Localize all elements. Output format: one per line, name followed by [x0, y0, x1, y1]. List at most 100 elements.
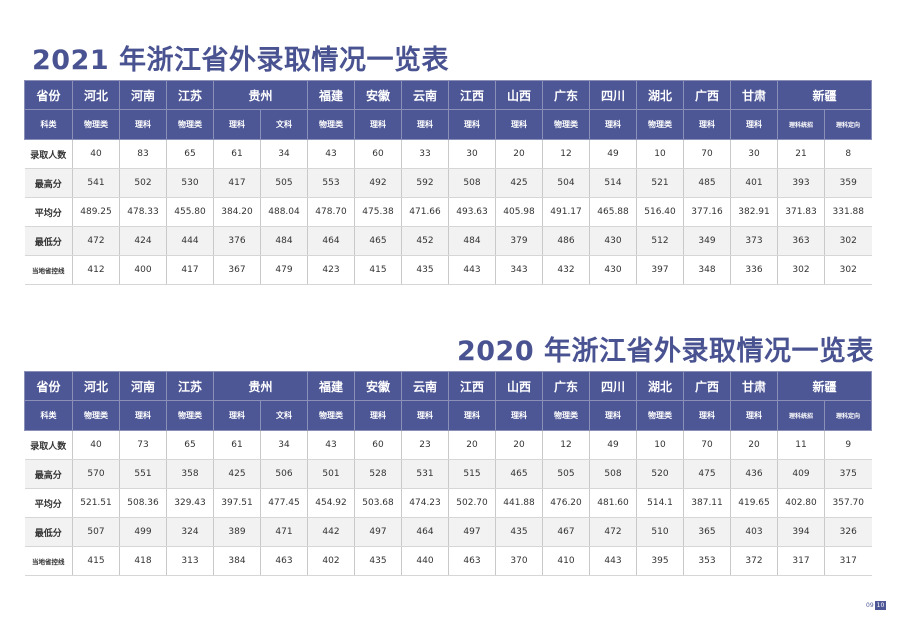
table-cell: 382.91 — [730, 197, 779, 227]
table-cell: 393 — [777, 168, 826, 198]
category-header: 理科定向 — [824, 400, 873, 431]
table-row: 最高分 570 551 358 425 506 501 528 531 515 465 505 508 5… — [24, 459, 872, 489]
table-cell: 444 — [166, 226, 214, 256]
category-header: 理科 — [119, 400, 167, 431]
table-cell: 508 — [448, 168, 497, 198]
table-cell: 464 — [307, 226, 356, 256]
province-header: 安徽 — [354, 80, 403, 110]
table-cell: 501 — [307, 459, 356, 489]
province-header-row: 省份 河北 河南 江苏 贵州 福建 安徽 云南 江西 山西 广东 四川 湖北 广… — [24, 371, 873, 401]
table-cell: 507 — [72, 517, 120, 547]
province-header: 贵州 — [212, 371, 309, 401]
table-cell: 373 — [730, 226, 779, 256]
category-header: 理科 — [401, 109, 450, 140]
category-header: 理科 — [448, 109, 497, 140]
table-cell: 365 — [683, 517, 732, 547]
table-cell: 302 — [824, 255, 872, 285]
table-row: 录取人数 40 73 65 61 34 43 60 23 20 20 12 49 10 70 20 11 9 — [24, 430, 872, 460]
table-cell: 478.33 — [119, 197, 167, 227]
table-cell: 353 — [683, 546, 732, 576]
category-header: 理科 — [683, 400, 732, 431]
category-header: 理科 — [589, 400, 638, 431]
table-cell: 10 — [636, 430, 685, 460]
table-cell: 331.88 — [824, 197, 872, 227]
table-cell: 508 — [589, 459, 638, 489]
table-cell: 514 — [589, 168, 638, 198]
table-cell: 73 — [119, 430, 167, 460]
table-cell: 83 — [119, 139, 167, 169]
table-cell: 592 — [401, 168, 450, 198]
table-cell: 474.23 — [401, 488, 450, 518]
table-cell: 49 — [589, 139, 638, 169]
table-cell: 484 — [260, 226, 309, 256]
province-header: 广西 — [683, 371, 732, 401]
table-cell: 553 — [307, 168, 356, 198]
province-header: 江西 — [448, 371, 497, 401]
table-cell: 34 — [260, 139, 309, 169]
table-cell: 521.51 — [72, 488, 120, 518]
table-cell: 505 — [542, 459, 591, 489]
table-cell: 60 — [354, 139, 403, 169]
admission-table-2021: 省份 河北 河南 江苏 贵州 福建 安徽 云南 江西 山西 广东 四川 湖北 广… — [24, 80, 873, 285]
table-cell: 313 — [166, 546, 214, 576]
table-row: 当地省控线 412 400 417 367 479 423 415 435 443 343 432 43… — [24, 255, 872, 285]
table-title-2021: 2021 年浙江省外录取情况一览表 — [32, 45, 450, 76]
table-cell: 435 — [354, 546, 403, 576]
admission-table-2020: 省份 河北 河南 江苏 贵州 福建 安徽 云南 江西 山西 广东 四川 湖北 广… — [24, 371, 873, 576]
table-cell: 384 — [213, 546, 261, 576]
table-cell: 443 — [448, 255, 497, 285]
row-label: 最高分 — [24, 168, 73, 198]
table-cell: 410 — [542, 546, 591, 576]
category-header: 物理类 — [166, 109, 214, 140]
page-total: 10 — [874, 601, 887, 610]
table-cell: 358 — [166, 459, 214, 489]
table-cell: 389 — [213, 517, 261, 547]
table-cell: 436 — [730, 459, 779, 489]
table-cell: 435 — [401, 255, 450, 285]
table-title-2020: 2020 年浙江省外录取情况一览表 — [456, 336, 874, 367]
table-cell: 372 — [730, 546, 779, 576]
table-cell: 357.70 — [824, 488, 872, 518]
table-cell: 30 — [730, 139, 779, 169]
table-cell: 484 — [448, 226, 497, 256]
table-cell: 20 — [495, 139, 544, 169]
table-cell: 397 — [636, 255, 685, 285]
table-cell: 479 — [260, 255, 309, 285]
province-header: 河北 — [72, 371, 120, 401]
table-cell: 502 — [119, 168, 167, 198]
table-body: 录取人数 40 83 65 61 34 43 60 33 30 20 12 49 10 70 30 21 8 最高分… — [24, 139, 872, 285]
table-cell: 65 — [166, 430, 214, 460]
table-cell: 12 — [542, 430, 591, 460]
table-cell: 520 — [636, 459, 685, 489]
category-label: 科类 — [24, 109, 73, 140]
table-cell: 379 — [495, 226, 544, 256]
table-cell: 471.66 — [401, 197, 450, 227]
category-header: 物理类 — [307, 400, 356, 431]
table-cell: 502.70 — [448, 488, 497, 518]
province-header-row: 省份 河北 河南 江苏 贵州 福建 安徽 云南 江西 山西 广东 四川 湖北 广… — [24, 80, 873, 110]
category-header: 物理类 — [72, 400, 120, 431]
table-cell: 23 — [401, 430, 450, 460]
province-header: 福建 — [307, 371, 356, 401]
province-header: 云南 — [401, 80, 450, 110]
province-header: 广东 — [542, 371, 591, 401]
category-header-row: 科类 物理类 理科 物理类 理科 文科 物理类 理科 理科 理科 理科 物理类 … — [24, 109, 873, 140]
table-cell: 475 — [683, 459, 732, 489]
table-cell: 336 — [730, 255, 779, 285]
table-cell: 317 — [777, 546, 826, 576]
table-cell: 443 — [589, 546, 638, 576]
table-cell: 488.04 — [260, 197, 309, 227]
table-cell: 492 — [354, 168, 403, 198]
header-label: 省份 — [24, 80, 73, 110]
table-cell: 43 — [307, 430, 356, 460]
table-cell: 531 — [401, 459, 450, 489]
table-cell: 61 — [213, 430, 261, 460]
province-header: 河南 — [119, 371, 167, 401]
category-header: 理科 — [401, 400, 450, 431]
page-current: 09 — [866, 602, 874, 609]
category-header: 理科 — [354, 109, 403, 140]
table-cell: 454.92 — [307, 488, 356, 518]
category-header: 物理类 — [636, 400, 685, 431]
table-row: 平均分 489.25 478.33 455.80 384.20 488.04 478.70 4… — [24, 197, 872, 227]
table-cell: 486 — [542, 226, 591, 256]
